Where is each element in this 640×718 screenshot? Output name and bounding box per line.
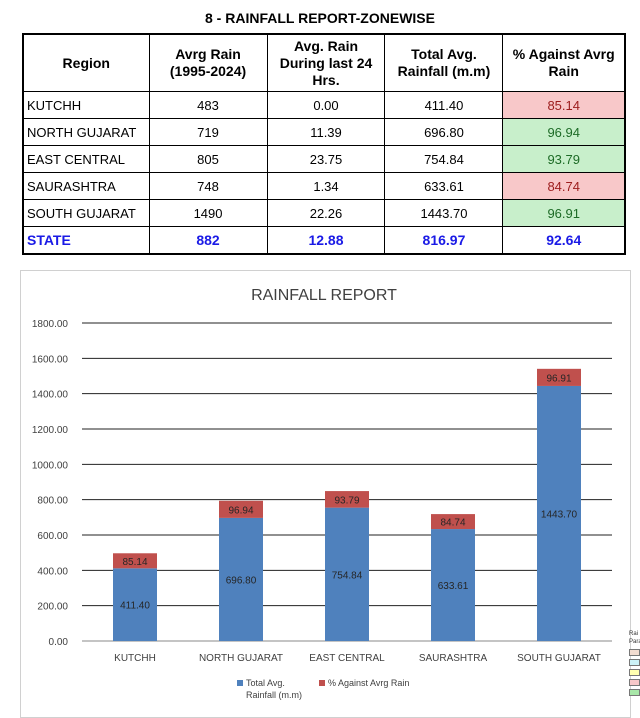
y-tick-label: 400.00 [37, 566, 68, 577]
x-category-label: EAST CENTRAL [309, 653, 385, 664]
y-tick-label: 1400.00 [32, 390, 69, 401]
bar-total-rainfall [219, 517, 263, 641]
legend-label-total-line2: Rainfall (m.m) [246, 690, 302, 700]
y-tick-label: 600.00 [37, 531, 68, 542]
rainfall-stacked-bar-chart: RAINFALL REPORT 0.00 200.00 400.00 600.00 800… [32, 287, 612, 700]
last-24-cell: 12.88 [266, 226, 386, 255]
bar-total-rainfall [537, 385, 581, 641]
last-24-cell: 23.75 [266, 145, 386, 173]
y-tick-label: 800.00 [37, 496, 68, 507]
data-label-pct: 85.14 [122, 557, 147, 568]
legend-label-total: Total Avg. [246, 678, 285, 688]
data-label-total: 696.80 [226, 575, 257, 586]
table-row: SOUTH GUJARAT 1490 22.26 1443.70 96.91 [22, 199, 626, 227]
avg-rain-cell: 483 [148, 91, 268, 119]
data-label-pct: 96.91 [546, 373, 571, 384]
table-row: KUTCHH 483 0.00 411.40 85.14 [22, 91, 626, 119]
avg-rain-cell: 719 [148, 118, 268, 146]
legend-swatch [629, 679, 640, 686]
clipped-legend-fragment: Rai Para [629, 630, 640, 718]
pct-cell: 96.94 [502, 118, 626, 146]
last-24-cell: 11.39 [266, 118, 386, 146]
legend-swatch-total [237, 680, 243, 686]
avg-rain-cell: 748 [148, 172, 268, 200]
header-total-avg: Total Avg. Rainfall (m.m) [384, 33, 504, 92]
pct-cell: 93.79 [502, 145, 626, 173]
state-total-row: STATE 882 12.88 816.97 92.64 [22, 226, 626, 255]
header-last-24: Avg. Rain During last 24 Hrs. [266, 33, 386, 92]
header-avrg-rain: Avrg Rain (1995-2024) [148, 33, 268, 92]
bar-total-rainfall [113, 568, 157, 641]
chart-title: RAINFALL REPORT [251, 287, 397, 304]
rainfall-zone-table: Region Avrg Rain (1995-2024) Avg. Rain D… [22, 33, 626, 255]
y-tick-label: 1000.00 [32, 460, 69, 471]
legend-label-pct: % Against Avrg Rain [328, 678, 409, 688]
bar-pct-against [431, 514, 475, 530]
bar-total-rainfall [431, 529, 475, 641]
bar-pct-against [325, 491, 369, 508]
region-cell: KUTCHH [22, 91, 150, 119]
table-header-row: Region Avrg Rain (1995-2024) Avg. Rain D… [22, 33, 626, 92]
x-category-label: SOUTH GUJARAT [517, 653, 601, 664]
table-row: SAURASHTRA 748 1.34 633.61 84.74 [22, 172, 626, 200]
region-cell: SOUTH GUJARAT [22, 199, 150, 227]
data-label-total: 411.40 [120, 601, 150, 612]
pct-cell: 84.74 [502, 172, 626, 200]
avg-rain-cell: 805 [148, 145, 268, 173]
total-cell: 411.40 [384, 91, 504, 119]
data-label-pct: 96.94 [228, 505, 253, 516]
y-tick-label: 0.00 [49, 637, 69, 648]
x-category-label: NORTH GUJARAT [199, 653, 283, 664]
legend-swatch [629, 689, 640, 696]
legend-swatch [629, 659, 640, 666]
y-tick-label: 1600.00 [32, 354, 69, 365]
x-category-label: SAURASHTRA [419, 653, 488, 664]
y-tick-label: 1800.00 [32, 319, 69, 330]
legend-swatch [629, 649, 640, 656]
bar-pct-against [537, 368, 581, 386]
last-24-cell: 0.00 [266, 91, 386, 119]
total-cell: 816.97 [384, 226, 504, 255]
y-tick-label: 200.00 [37, 602, 68, 613]
bar-pct-against [113, 553, 157, 569]
legend-swatch-pct [319, 680, 325, 686]
data-label-pct: 93.79 [334, 495, 359, 506]
data-label-total: 1443.70 [541, 509, 578, 520]
total-cell: 696.80 [384, 118, 504, 146]
table-row: EAST CENTRAL 805 23.75 754.84 93.79 [22, 145, 626, 173]
header-region: Region [22, 33, 150, 92]
region-cell: STATE [22, 226, 150, 255]
pct-cell: 92.64 [502, 226, 626, 255]
bar-pct-against [219, 500, 263, 518]
legend-swatch [629, 669, 640, 676]
bar-total-rainfall [325, 507, 369, 641]
y-tick-label: 1200.00 [32, 425, 69, 436]
total-cell: 1443.70 [384, 199, 504, 227]
avg-rain-cell: 1490 [148, 199, 268, 227]
avg-rain-cell: 882 [148, 226, 268, 255]
total-cell: 754.84 [384, 145, 504, 173]
x-category-label: KUTCHH [114, 653, 156, 664]
data-label-total: 754.84 [332, 570, 363, 581]
last-24-cell: 1.34 [266, 172, 386, 200]
region-cell: SAURASHTRA [22, 172, 150, 200]
data-label-pct: 84.74 [440, 518, 465, 529]
table-row: NORTH GUJARAT 719 11.39 696.80 96.94 [22, 118, 626, 146]
fragment-line-1: Rai [629, 631, 639, 637]
report-title: 8 - RAINFALL REPORT-ZONEWISE [205, 10, 435, 26]
region-cell: EAST CENTRAL [22, 145, 150, 173]
header-pct-against: % Against Avrg Rain [502, 33, 626, 92]
total-cell: 633.61 [384, 172, 504, 200]
data-label-total: 633.61 [438, 581, 469, 592]
region-cell: NORTH GUJARAT [22, 118, 150, 146]
pct-cell: 85.14 [502, 91, 626, 119]
pct-cell: 96.91 [502, 199, 626, 227]
last-24-cell: 22.26 [266, 199, 386, 227]
fragment-line-2: Para [629, 639, 640, 645]
